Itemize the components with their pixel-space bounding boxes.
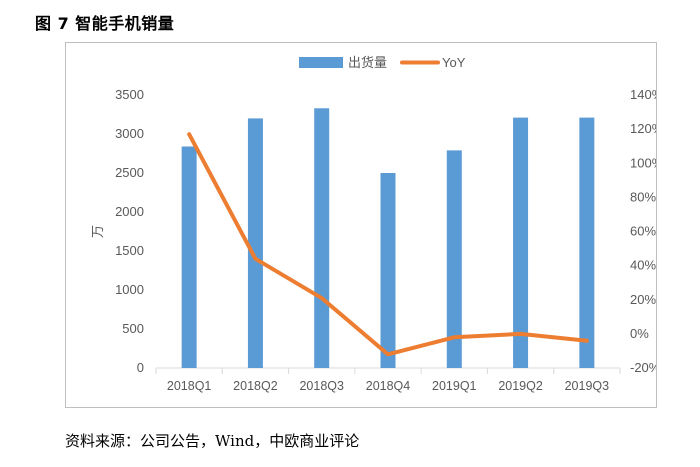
right-tick-label: 60% bbox=[630, 224, 656, 239]
bar bbox=[247, 118, 263, 369]
left-tick-label: 3000 bbox=[115, 126, 144, 141]
source-note: 资料来源：公司公告，Wind，中欧商业评论 bbox=[65, 432, 360, 450]
right-tick-label: 80% bbox=[630, 189, 656, 204]
left-tick-label: 3500 bbox=[115, 87, 144, 102]
figure-title: 图 7 智能手机销量 bbox=[35, 14, 175, 33]
x-tick-label: 2018Q1 bbox=[167, 379, 212, 393]
legend: 出货量 YoY bbox=[299, 55, 466, 71]
left-tick-label: 1500 bbox=[115, 243, 144, 258]
bar bbox=[380, 173, 396, 368]
right-tick-label: 140% bbox=[630, 87, 656, 102]
legend-label-line: YoY bbox=[442, 55, 466, 70]
right-tick-label: -20% bbox=[630, 360, 656, 375]
bar bbox=[579, 117, 595, 369]
left-tick-label: 2500 bbox=[115, 165, 144, 180]
legend-label-bars: 出货量 bbox=[348, 55, 387, 71]
x-tick-label: 2018Q2 bbox=[233, 379, 278, 393]
x-tick-label: 2019Q3 bbox=[565, 379, 610, 393]
chart-svg: 出货量 YoY 0 500 1000 1500 2000 2500 3000 3500 万 -20… bbox=[91, 55, 656, 393]
left-tick-label: 500 bbox=[122, 321, 144, 336]
right-tick-label: 100% bbox=[630, 155, 656, 170]
x-tick-label: 2019Q2 bbox=[498, 379, 543, 393]
yoy-series bbox=[187, 132, 589, 357]
bar bbox=[314, 108, 330, 368]
x-tick-label: 2018Q3 bbox=[299, 379, 344, 393]
legend-swatch-bars bbox=[299, 57, 343, 68]
x-tick-label: 2019Q1 bbox=[432, 379, 477, 393]
left-tick-label: 0 bbox=[137, 360, 144, 375]
right-tick-label: 40% bbox=[630, 258, 656, 273]
right-tick-label: 20% bbox=[630, 292, 656, 307]
x-tick-label: 2018Q4 bbox=[366, 379, 411, 393]
bar bbox=[181, 146, 197, 368]
right-tick-label: 120% bbox=[630, 121, 656, 136]
left-tick-label: 2000 bbox=[115, 204, 144, 219]
chart-frame: 出货量 YoY 0 500 1000 1500 2000 2500 3000 3500 万 -20… bbox=[65, 42, 657, 408]
bar-series bbox=[181, 108, 595, 369]
x-axis: 2018Q1 2018Q2 2018Q3 2018Q4 2019Q1 2019Q2 2019… bbox=[155, 367, 621, 393]
bar bbox=[513, 117, 529, 369]
left-axis: 0 500 1000 1500 2000 2500 3000 3500 万 bbox=[91, 87, 144, 375]
right-axis: -20% 0% 20% 40% 60% 80% 100% 120% 140% bbox=[630, 87, 656, 375]
left-tick-label: 1000 bbox=[115, 282, 144, 297]
bar bbox=[446, 150, 462, 368]
y-axis-title: 万 bbox=[91, 225, 106, 238]
right-tick-label: 0% bbox=[630, 326, 649, 341]
